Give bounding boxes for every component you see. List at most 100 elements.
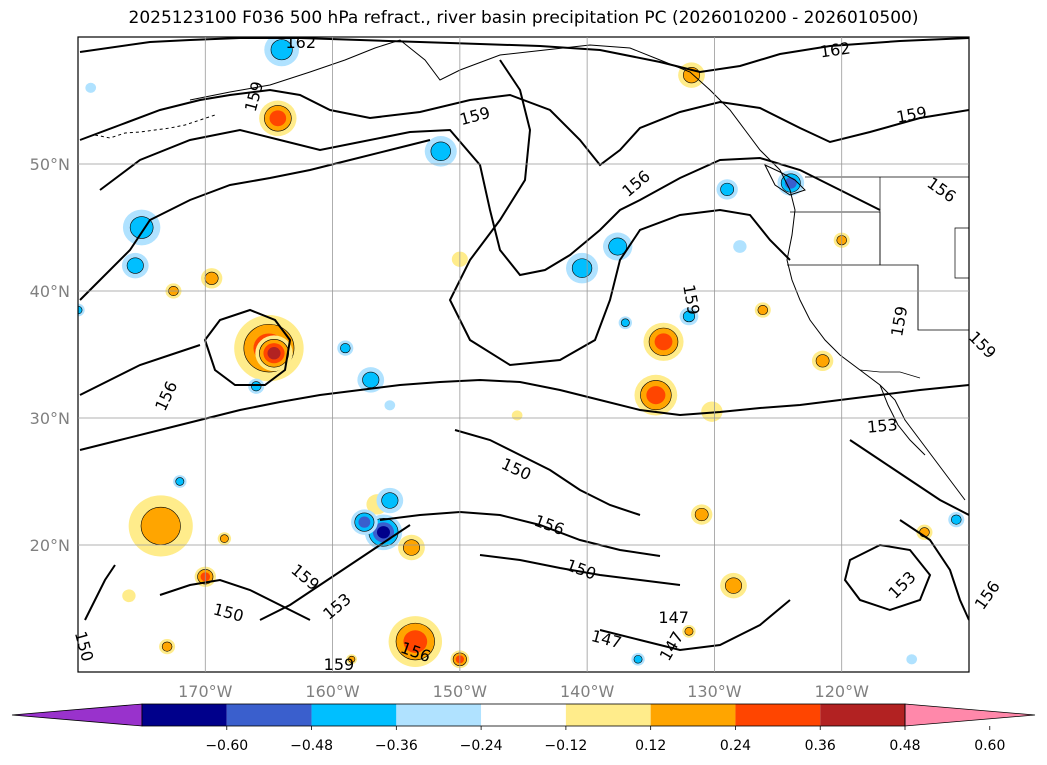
precip-pc-blob <box>358 516 371 528</box>
contour-value-label: 159 <box>965 327 1000 362</box>
precip-pc-blob <box>724 577 743 594</box>
precip-pc-blob <box>340 343 351 354</box>
precip-pc-blob <box>270 39 293 61</box>
precip-pc-blob <box>161 641 173 652</box>
precip-pc-blob <box>384 400 396 411</box>
precip-pc-blob <box>733 240 747 253</box>
mexico-border <box>859 369 921 379</box>
precip-pc-blob <box>654 333 673 351</box>
precip-pc-blob <box>269 110 287 127</box>
colorbar-segment <box>311 704 397 726</box>
precip-pc-blob <box>684 627 694 636</box>
colorbar-lower-extension <box>11 703 143 727</box>
precip-pc-blob <box>204 271 219 285</box>
contour-value-label: 156 <box>971 577 1004 613</box>
great-salt-lake-region <box>954 227 969 279</box>
lat-tick-label: 20°N <box>30 536 70 555</box>
contour-value-label: 159 <box>324 655 355 674</box>
lon-tick-label: 150°W <box>433 682 488 701</box>
contour-147-south <box>599 599 791 652</box>
contour-156-central <box>379 510 661 557</box>
colorbar-tick-label: 0.36 <box>805 738 836 754</box>
precip-pc-blob <box>430 141 451 161</box>
precip-pc-blob <box>362 371 380 389</box>
lon-tick-label: 170°W <box>178 682 233 701</box>
contour-156-southeast <box>899 519 969 621</box>
precip-pc-blob <box>175 477 185 486</box>
precip-pc-blob <box>620 318 630 327</box>
contour-value-label: 153 <box>866 415 898 437</box>
contour-156-west-lower <box>79 344 201 396</box>
precip-pc-blob <box>951 514 962 525</box>
precip-pc-blob <box>757 305 769 316</box>
lat-tick-label: 40°N <box>30 282 70 301</box>
precip-pc-blob <box>720 182 735 196</box>
precip-pc-blob <box>402 539 421 556</box>
lon-tick-label: 160°W <box>305 682 360 701</box>
contour-150-central <box>454 429 641 516</box>
precip-pc-blob <box>267 347 281 360</box>
axis-tick-labels: 170°W 160°W 150°W 140°W 130°W 120°W 50°N 40°N 30… <box>30 155 869 701</box>
colorbar-tick-label: −0.60 <box>205 738 248 754</box>
colorbar-segment <box>226 704 312 726</box>
colorbar-segment <box>735 704 821 726</box>
contour-153-south <box>259 524 411 621</box>
lon-tick-label: 130°W <box>687 682 742 701</box>
precip-pc-blob <box>403 630 428 653</box>
map-title: 2025123100 F036 500 hPa refract., river … <box>128 8 919 28</box>
colorbar-segment <box>142 704 227 726</box>
contour-156-north <box>99 128 881 277</box>
contour-159-north <box>79 88 969 167</box>
precip-pc-blob <box>694 507 709 522</box>
contour-150-south-central <box>479 554 681 586</box>
contour-153-southwest <box>79 378 969 451</box>
north-america-west-coast <box>779 169 966 501</box>
colorbar-segment <box>565 704 651 726</box>
lat-tick-label: 50°N <box>30 155 70 174</box>
precip-pc-blob <box>608 237 628 256</box>
colorbar: −0.60 −0.48 −0.36 −0.24 −0.12 0.12 0.24 0.36 0.4… <box>11 703 1036 754</box>
contour-value-label: 162 <box>285 33 316 52</box>
contour-159-central-loop <box>448 59 791 367</box>
contour-value-label: 147 <box>658 608 689 627</box>
precip-pc-blob <box>85 82 97 93</box>
colorbar-tick-label: −0.36 <box>375 738 418 754</box>
coastline-layer <box>94 39 969 501</box>
colorbar-tick-label: 0.48 <box>889 738 920 754</box>
contour-156-west-arc <box>79 139 431 301</box>
refractivity-contour-layer <box>79 37 969 652</box>
colorbar-segment <box>396 704 482 726</box>
contour-150-far-southwest <box>84 564 116 621</box>
precip-pc-blob <box>122 589 136 603</box>
contour-156-west-loop <box>203 308 292 386</box>
precip-pc-blob <box>571 258 593 278</box>
vancouver-island <box>763 163 806 196</box>
contour-159-southeast <box>849 439 969 516</box>
lat-lon-grid <box>78 37 969 672</box>
colorbar-tick-label: −0.48 <box>290 738 333 754</box>
precip-pc-blob <box>376 526 390 539</box>
colorbar-frame <box>141 703 906 727</box>
colorbar-tick-label: −0.24 <box>460 738 503 754</box>
precip-pc-blob <box>815 354 830 368</box>
colorbar-segment <box>481 704 566 726</box>
contour-value-label: 162 <box>819 38 852 61</box>
precip-pc-blob <box>250 381 262 392</box>
aleutian-islands <box>94 114 216 139</box>
lat-tick-label: 30°N <box>30 409 70 428</box>
precip-pc-blob <box>511 410 523 421</box>
precip-pc-blob <box>906 654 918 665</box>
precip-pc-blob <box>348 655 356 663</box>
lon-tick-label: 120°W <box>815 682 870 701</box>
baja-california <box>879 384 926 456</box>
precip-pc-blob <box>646 386 666 405</box>
precip-pc-blob <box>219 534 229 543</box>
precip-pc-blob <box>633 655 643 664</box>
colorbar-tick-label: 0.24 <box>720 738 751 754</box>
precip-pc-blob <box>129 216 154 239</box>
colorbar-segment <box>650 704 736 726</box>
precip-pc-blob <box>126 257 144 274</box>
precip-pc-blob <box>140 506 181 546</box>
